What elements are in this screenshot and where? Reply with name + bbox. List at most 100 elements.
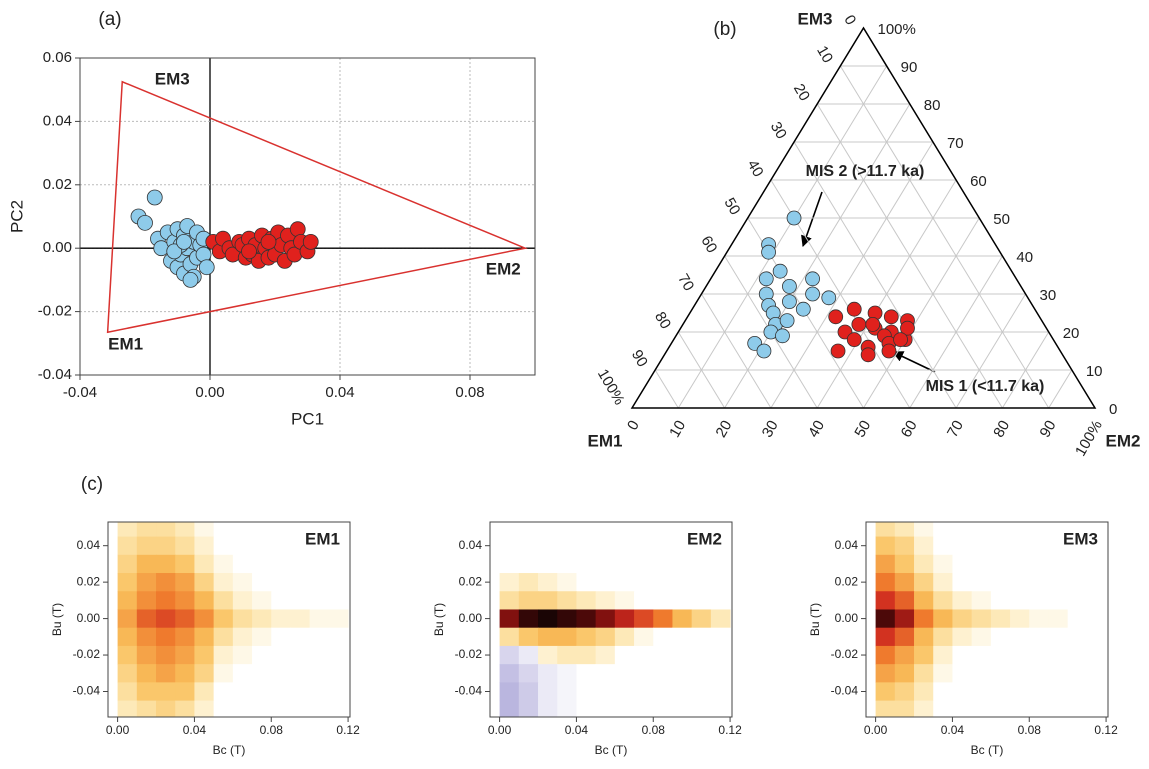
left-tick-label: 60	[697, 233, 720, 256]
x-tick-label: 0.08	[455, 384, 484, 401]
heatmap-cell	[1086, 627, 1107, 647]
heatmap-cell	[1010, 536, 1030, 556]
heatmap-cell	[653, 554, 673, 574]
heatmap-cell	[252, 554, 272, 574]
bottom-tick-label: 30	[759, 417, 782, 440]
heatmap-cell	[328, 573, 349, 592]
point	[821, 290, 837, 306]
heatmap-cell	[499, 645, 520, 665]
heatmap-cell	[875, 645, 896, 665]
heatmap-cell	[990, 645, 1011, 665]
heatmap-cell	[117, 664, 138, 683]
grid-line	[793, 141, 957, 409]
point	[182, 271, 199, 288]
heatmap-cell	[576, 522, 597, 538]
heatmap-cell	[971, 682, 992, 702]
heatmap-cells	[499, 522, 731, 717]
point	[860, 347, 876, 363]
endmember-triangle	[106, 80, 528, 334]
heatmap-cell	[1010, 645, 1030, 665]
y-tick-label: 0.04	[77, 538, 101, 552]
heatmap-cell	[952, 609, 973, 629]
heatmap-cell	[136, 609, 157, 629]
heatmap-cell	[557, 522, 577, 538]
heatmap-cell	[576, 664, 597, 683]
plot-frame	[79, 57, 536, 376]
heatmap-cell	[194, 664, 215, 683]
y-axis-title: Bu (T)	[808, 603, 822, 636]
vertex-label: EM2	[1106, 431, 1141, 450]
heatmap-cell	[614, 627, 635, 647]
heatmap-cell	[634, 591, 654, 610]
x-tick-label: 0.04	[183, 723, 207, 737]
heatmap-cell	[576, 554, 597, 574]
right-tick-label: 40	[1016, 249, 1033, 266]
heatmap-cell	[328, 609, 349, 629]
heatmap-cell	[1067, 627, 1088, 647]
heatmap-cell	[309, 573, 330, 592]
heatmap-cell	[538, 573, 558, 592]
point	[775, 328, 790, 344]
heatmap-cell	[232, 591, 253, 610]
heatmap-cell	[1029, 522, 1049, 538]
heatmap-cell	[518, 536, 539, 556]
heatmap-cell	[710, 682, 731, 702]
heatmap-cell	[1086, 682, 1107, 702]
heatmap-cell	[1010, 591, 1030, 610]
heatmap-cell	[933, 573, 953, 592]
point	[865, 316, 881, 332]
heatmap-cell	[875, 591, 896, 610]
heatmap-cell	[271, 700, 291, 717]
heatmap-cell	[1067, 664, 1088, 683]
heatmap-cell	[914, 645, 934, 665]
heatmap-cell	[499, 591, 520, 610]
heatmap-cell	[1048, 573, 1069, 592]
heatmap-cell	[914, 522, 934, 538]
heatmap-cell	[290, 627, 311, 647]
heatmap-cell	[952, 522, 973, 538]
heatmap-cell	[1048, 645, 1069, 665]
heatmap-cell	[952, 573, 973, 592]
heatmap-cell	[538, 522, 558, 538]
point	[828, 309, 844, 325]
heatmap-cell	[1010, 554, 1030, 574]
right-tick-label: 70	[947, 135, 964, 152]
heatmap-cell	[634, 664, 654, 683]
heatmap-cell	[1029, 536, 1049, 556]
y-tick-label: -0.02	[455, 647, 483, 661]
left-tick-label: 50	[721, 195, 744, 218]
heatmap-cell	[1067, 522, 1088, 538]
point	[883, 309, 899, 325]
x-tick-label: 0.00	[195, 384, 224, 401]
heatmap-cell	[1029, 682, 1049, 702]
heatmap-cell	[1048, 536, 1069, 556]
heatmap-cell	[328, 664, 349, 683]
heatmap-cell	[894, 536, 915, 556]
heatmap-cell	[990, 554, 1011, 574]
x-tick-label: 0.08	[260, 723, 284, 737]
heatmap-cell	[971, 645, 992, 665]
heatmap-cell	[894, 554, 915, 574]
heatmap-cell	[1086, 591, 1107, 610]
heatmap-cell	[194, 591, 215, 610]
right-tick-label: 20	[1063, 325, 1080, 342]
panel-title: EM3	[1063, 529, 1098, 548]
heatmap-cell	[213, 682, 234, 702]
heatmap-cell	[971, 554, 992, 574]
left-tick-label: 80	[651, 309, 674, 332]
heatmap-cell	[971, 664, 992, 683]
heatmap-cell	[538, 682, 558, 702]
heatmap-cell	[538, 645, 558, 665]
heatmap-cell	[136, 627, 157, 647]
heatmap-cell	[691, 609, 712, 629]
heatmap-cell	[1029, 609, 1049, 629]
y-tick-label: -0.02	[38, 303, 72, 320]
bottom-tick-label: 70	[944, 417, 967, 440]
heatmap-cell	[576, 591, 597, 610]
heatmap-cell	[990, 627, 1011, 647]
heatmap-cell	[653, 627, 673, 647]
point	[786, 210, 802, 226]
heatmap-cell	[1010, 700, 1030, 717]
heatmap-cell	[1048, 682, 1069, 702]
heatmap-cell	[1029, 591, 1049, 610]
